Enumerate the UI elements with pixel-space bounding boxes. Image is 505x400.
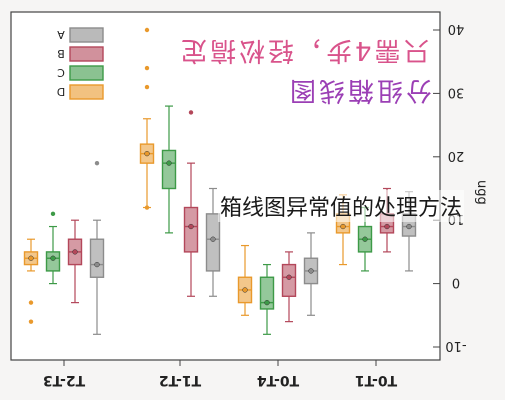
watermark-subtitle: 分组箱线图 [287,75,433,105]
box-iqr [183,206,199,253]
legend-swatch-B [69,46,104,62]
watermark-title: 只需4步，轻松搞定 [178,35,430,65]
x-tick-label: T1-T2 [159,372,201,388]
mean-marker [308,268,314,274]
mean-marker [28,255,34,261]
legend-label-A: A [57,28,65,41]
box-iqr [259,276,275,310]
x-tick-label: T0-T1 [355,372,397,388]
box-A-T2-T3 [89,160,105,335]
mean-marker [144,150,150,157]
mean-marker [384,223,390,230]
box-B-T0-T4 [281,251,297,323]
mean-marker [242,287,248,293]
legend-label-B: B [57,47,65,60]
box-B-T1-T2 [183,110,199,297]
box-iqr [205,213,221,272]
box-D-T0-T4 [237,244,253,316]
box-C-T1-T2 [161,105,177,234]
box-A-T1-T2 [205,187,221,297]
y-tick-label: 20 [448,148,465,163]
outlier-point [28,300,34,305]
x-tick-label: T2-T3 [43,372,85,388]
box-D-T1-T2 [139,27,155,210]
outlier-point [144,84,150,90]
mean-marker [94,261,100,268]
box-A-T0-T4 [303,232,319,316]
box-iqr [281,263,297,297]
outlier-point [28,319,34,324]
box-D-T2-T3 [23,238,39,324]
overlay-caption: 箱线图异常值的处理方法 [218,190,465,222]
mean-marker [72,249,78,255]
box-C-T0-T4 [259,263,275,335]
outlier-point [188,110,194,115]
y-tick-label: -10 [445,338,466,353]
y-axis-label: ugg [474,180,489,205]
legend-label-D: D [57,85,65,98]
y-tick-label: 40 [448,21,465,36]
x-axis: T0-T1 T0-T4 T1-T2 T2-T3 [43,360,397,388]
outlier-point [144,205,150,210]
box-B-T2-T3 [67,219,83,304]
outlier-point [144,27,150,33]
mean-marker [210,236,216,242]
mean-marker [286,274,292,280]
mean-marker [406,223,412,230]
y-tick-label: 0 [452,275,460,290]
box-iqr [161,149,177,190]
box-C-T2-T3 [45,211,61,285]
mean-marker [264,299,270,306]
outlier-point [144,65,150,71]
box-iqr [45,251,61,272]
outlier-point [50,211,56,217]
outlier-point [94,160,100,166]
mean-marker [166,160,172,166]
x-tick-label: T0-T4 [257,372,300,388]
legend-swatch-D [69,84,104,100]
mean-marker [188,223,194,230]
legend-swatch-C [69,65,104,81]
mean-marker [50,255,56,261]
box-iqr [89,238,105,278]
mean-marker [362,236,368,242]
legend-label-C: C [57,66,65,79]
y-tick-label: 30 [448,84,465,99]
legend-swatch-A [69,27,104,43]
box-series-group [23,27,417,335]
mean-marker [340,223,346,230]
